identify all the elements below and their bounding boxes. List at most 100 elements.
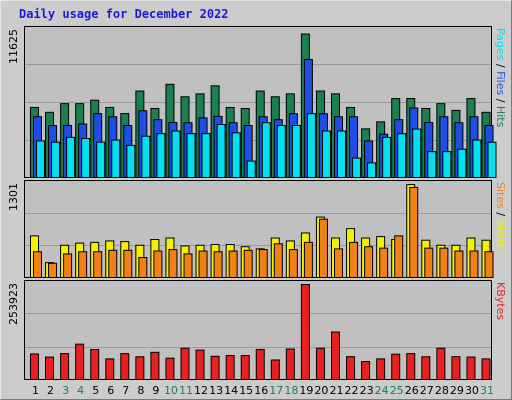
x-tick-label-day-24: 24 — [375, 384, 389, 397]
legend-entry: Sites — [494, 182, 507, 209]
bar-kbytes-kbytes-day-20 — [315, 347, 325, 380]
bar-hits-pages-day-29 — [457, 148, 467, 178]
bar-kbytes-kbytes-day-27 — [421, 356, 431, 380]
bar-hits-pages-day-7 — [126, 144, 136, 178]
panel-kbytes-legend: KBytes — [494, 282, 507, 320]
bar-visits-sites-day-5 — [93, 251, 103, 279]
bar-visits-sites-day-7 — [123, 249, 133, 278]
bar-hits-pages-day-10 — [171, 130, 181, 179]
legend-entry: / — [494, 60, 507, 71]
x-tick-label-day-14: 14 — [224, 384, 238, 397]
bar-visits-sites-day-29 — [454, 250, 464, 278]
bar-hits-pages-day-14 — [231, 132, 241, 179]
bar-kbytes-kbytes-day-17 — [270, 359, 280, 381]
bar-hits-pages-day-3 — [66, 136, 76, 178]
bar-kbytes-kbytes-day-25 — [391, 353, 401, 381]
bar-visits-sites-day-14 — [228, 250, 238, 278]
bar-kbytes-kbytes-day-15 — [240, 355, 250, 380]
bar-kbytes-kbytes-day-9 — [150, 351, 160, 381]
x-tick-label-day-13: 13 — [209, 384, 223, 397]
bar-visits-sites-day-12 — [198, 250, 208, 278]
bar-hits-pages-day-23 — [367, 162, 377, 179]
bar-hits-pages-day-16 — [261, 122, 271, 178]
bar-hits-pages-day-1 — [36, 140, 45, 178]
bar-hits-pages-day-9 — [156, 133, 166, 178]
bar-hits-pages-day-6 — [111, 139, 121, 179]
bar-kbytes-kbytes-day-31 — [481, 358, 491, 380]
bar-hits-pages-day-20 — [321, 130, 331, 179]
legend-entry: / — [494, 95, 507, 106]
bar-kbytes-kbytes-day-1 — [30, 353, 39, 381]
bar-kbytes-kbytes-day-19 — [300, 284, 310, 380]
x-tick-label-day-11: 11 — [179, 384, 193, 397]
x-tick-label-day-17: 17 — [269, 384, 283, 397]
bar-hits-pages-day-25 — [397, 133, 407, 178]
bar-kbytes-kbytes-day-12 — [195, 349, 205, 381]
bar-kbytes-kbytes-day-26 — [406, 353, 416, 381]
bar-visits-sites-day-6 — [108, 249, 118, 278]
bar-visits-sites-day-18 — [288, 249, 298, 278]
bar-kbytes-kbytes-day-16 — [255, 349, 265, 381]
bar-visits-sites-day-15 — [243, 249, 253, 278]
x-tick-label-day-21: 21 — [330, 384, 344, 397]
bar-kbytes-kbytes-day-14 — [225, 355, 235, 380]
bar-kbytes-kbytes-day-10 — [165, 357, 175, 381]
x-tick-label-day-16: 16 — [254, 384, 268, 397]
bar-visits-sites-day-30 — [469, 250, 479, 278]
bar-visits-sites-day-11 — [183, 253, 193, 278]
x-tick-label-day-19: 19 — [299, 384, 313, 397]
bar-hits-pages-day-26 — [412, 128, 422, 178]
x-tick-label-day-18: 18 — [284, 384, 298, 397]
x-tick-label-day-9: 9 — [152, 384, 159, 397]
bar-hits-pages-day-4 — [81, 138, 91, 179]
bar-visits-sites-day-3 — [63, 253, 73, 278]
x-tick-label-day-1: 1 — [32, 384, 39, 397]
bar-hits-pages-day-2 — [51, 141, 61, 178]
x-tick-label-day-5: 5 — [92, 384, 99, 397]
bar-kbytes-kbytes-day-8 — [135, 356, 145, 380]
bar-kbytes-kbytes-day-21 — [331, 331, 340, 380]
x-tick-label-day-7: 7 — [122, 384, 129, 397]
bar-kbytes-kbytes-day-18 — [285, 348, 295, 380]
bar-visits-sites-day-1 — [33, 251, 42, 279]
bar-visits-sites-day-23 — [364, 246, 374, 279]
bar-hits-pages-day-13 — [216, 124, 226, 178]
bar-visits-sites-day-28 — [439, 247, 449, 279]
bar-hits-pages-day-5 — [96, 141, 106, 178]
bar-hits-pages-day-8 — [141, 135, 151, 178]
bar-visits-sites-day-4 — [78, 251, 88, 279]
bar-visits-sites-day-16 — [258, 249, 268, 278]
bar-visits-sites-day-24 — [379, 247, 389, 279]
bar-hits-pages-day-12 — [201, 133, 211, 178]
chart-title: Daily usage for December 2022 — [19, 7, 229, 21]
x-tick-label-day-10: 10 — [164, 384, 178, 397]
legend-entry: Hits — [494, 106, 507, 128]
x-tick-label-day-6: 6 — [107, 384, 114, 397]
bar-kbytes-kbytes-day-28 — [436, 347, 446, 380]
bar-kbytes-kbytes-day-2 — [45, 356, 55, 380]
x-tick-label-day-15: 15 — [239, 384, 253, 397]
x-tick-label-day-3: 3 — [62, 384, 69, 397]
bar-visits-sites-day-27 — [424, 247, 434, 279]
legend-entry: Visits — [494, 220, 507, 249]
bar-hits-pages-day-30 — [472, 139, 482, 179]
panel-kbytes-max-label: 253923 — [7, 283, 20, 325]
bar-visits-sites-day-17 — [273, 243, 283, 278]
bar-kbytes-kbytes-day-5 — [90, 349, 100, 381]
bar-hits-pages-day-19 — [306, 113, 316, 178]
panel-visits-max-label: 1301 — [7, 183, 20, 211]
bar-visits-sites-day-31 — [484, 251, 494, 279]
bar-hits-pages-day-11 — [186, 133, 196, 178]
bar-visits-sites-day-2 — [48, 262, 58, 279]
x-tick-label-day-27: 27 — [420, 384, 434, 397]
bar-kbytes-kbytes-day-29 — [451, 356, 461, 381]
bar-visits-sites-day-13 — [213, 251, 223, 279]
bar-visits-sites-day-9 — [153, 250, 163, 278]
panel-hits-max-label: 11625 — [7, 29, 20, 64]
bar-visits-sites-day-25 — [394, 235, 404, 278]
bar-kbytes-kbytes-day-3 — [60, 353, 70, 381]
bar-kbytes-kbytes-day-22 — [346, 356, 356, 381]
bar-kbytes-kbytes-day-4 — [75, 343, 85, 380]
panel-visits-legend: Sites / Visits — [494, 182, 507, 249]
